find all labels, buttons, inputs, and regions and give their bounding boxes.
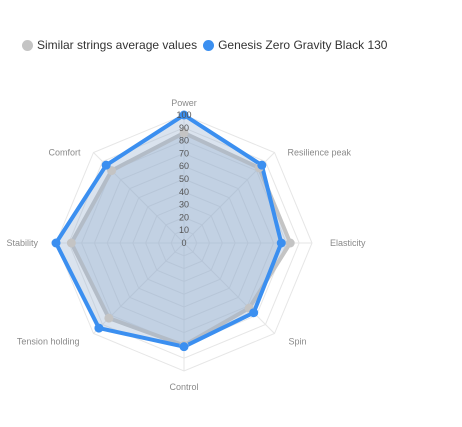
axis-label-elasticity: Elasticity	[330, 238, 366, 248]
data-point-s0-2	[285, 238, 295, 248]
data-point-s1-3	[249, 308, 259, 318]
tick-label-50: 50	[179, 174, 189, 184]
data-point-s0-0	[179, 128, 189, 138]
tick-label-80: 80	[179, 136, 189, 146]
tick-label-10: 10	[179, 225, 189, 235]
tick-label-40: 40	[179, 187, 189, 197]
legend-label-average: Similar strings average values	[37, 38, 198, 52]
tick-label-0: 0	[181, 238, 186, 248]
axis-label-resilience-peak: Resilience peak	[288, 147, 352, 157]
grid-spoke-3	[183, 242, 275, 334]
chart-legend: Similar strings average values Genesis Z…	[22, 38, 393, 52]
tick-label-100: 100	[176, 110, 191, 120]
data-point-s1-2	[276, 238, 286, 248]
tick-label-30: 30	[179, 200, 189, 210]
data-point-s1-7	[101, 160, 111, 170]
axis-label-spin: Spin	[289, 337, 307, 347]
axis-label-stability: Stability	[6, 238, 38, 248]
data-point-s0-5	[104, 313, 114, 323]
legend-item-average[interactable]: Similar strings average values	[22, 38, 197, 52]
data-point-s1-5	[94, 323, 104, 333]
tick-label-60: 60	[179, 161, 189, 171]
tick-label-20: 20	[179, 212, 189, 222]
tick-label-90: 90	[179, 123, 189, 133]
legend-swatch-average	[22, 39, 33, 51]
legend-swatch-genesis	[203, 39, 215, 51]
data-point-s1-6	[51, 238, 61, 248]
data-point-s1-4	[179, 342, 189, 352]
data-point-s1-0	[179, 110, 189, 120]
axis-label-comfort: Comfort	[48, 147, 81, 157]
legend-item-genesis[interactable]: Genesis Zero Gravity Black 130	[203, 38, 387, 52]
data-point-s1-1	[257, 160, 267, 170]
axis-label-control: Control	[169, 382, 198, 392]
axis-label-power: Power	[171, 98, 197, 108]
data-point-s0-6	[66, 238, 76, 248]
axis-label-tension-holding: Tension holding	[17, 337, 80, 347]
legend-label-genesis: Genesis Zero Gravity Black 130	[218, 38, 388, 52]
tick-label-70: 70	[179, 148, 189, 158]
